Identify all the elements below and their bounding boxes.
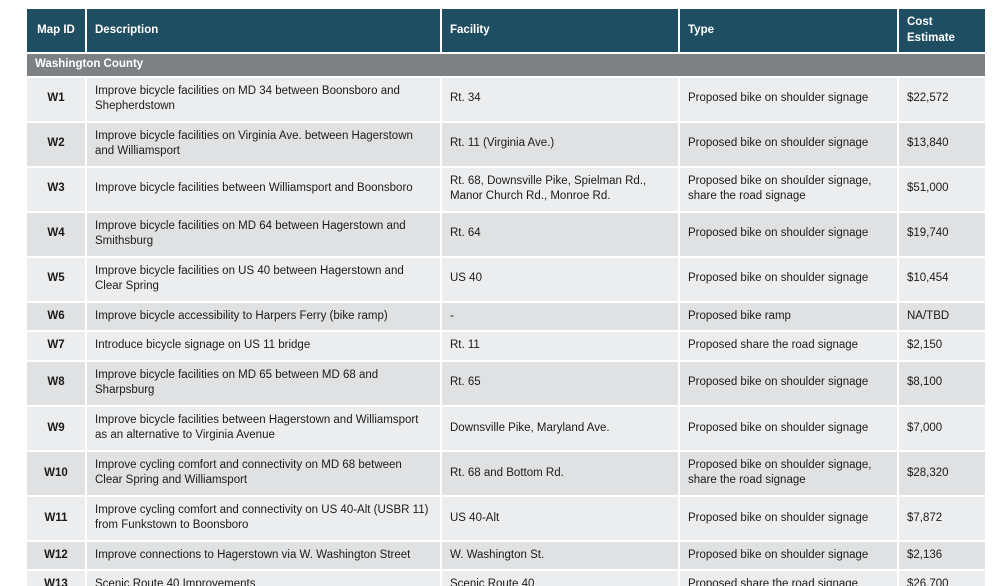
table-row: W10 Improve cycling comfort and connectiv… (25, 449, 987, 497)
cell-type: Proposed bike on shoulder signage (678, 255, 899, 303)
cell-type: Proposed bike on shoulder signage (678, 359, 899, 407)
cell-facility: Rt. 68, Downsville Pike, Spielman Rd., M… (440, 165, 680, 213)
table-row: W9 Improve bicycle facilities between Hag… (25, 404, 987, 452)
cell-map-id: W4 (25, 210, 87, 258)
cell-cost: $28,320 (897, 449, 987, 497)
cell-cost: $26,700 (897, 569, 987, 586)
section-label: Washington County (25, 52, 987, 78)
cell-type: Proposed bike on shoulder signage (678, 75, 899, 123)
cell-type: Proposed bike on shoulder signage (678, 210, 899, 258)
cell-facility: - (440, 300, 680, 333)
cell-description: Improve bicycle facilities between Hager… (85, 404, 442, 452)
cell-description: Improve cycling comfort and connectivity… (85, 494, 442, 542)
table-row: W8 Improve bicycle facilities on MD 65 be… (25, 359, 987, 407)
cell-facility: Downsville Pike, Maryland Ave. (440, 404, 680, 452)
cell-type: Proposed bike on shoulder signage, share… (678, 449, 899, 497)
col-header-type: Type (678, 6, 899, 55)
cell-type: Proposed bike on shoulder signage (678, 120, 899, 168)
cell-type: Proposed bike ramp (678, 300, 899, 333)
table-row: W13 Scenic Route 40 Improvements Scenic Ro… (25, 569, 987, 586)
cell-map-id: W2 (25, 120, 87, 168)
cell-cost: $10,454 (897, 255, 987, 303)
cell-description: Improve bicycle facilities on US 40 betw… (85, 255, 442, 303)
cell-cost: $7,000 (897, 404, 987, 452)
cell-type: Proposed share the road signage (678, 569, 899, 586)
cell-map-id: W5 (25, 255, 87, 303)
col-header-facility: Facility (440, 6, 680, 55)
cell-facility: Rt. 65 (440, 359, 680, 407)
cell-map-id: W11 (25, 494, 87, 542)
section-header-group: Washington County (25, 52, 987, 78)
cell-cost: $19,740 (897, 210, 987, 258)
cell-map-id: W1 (25, 75, 87, 123)
table-row: W1 Improve bicycle facilities on MD 34 be… (25, 75, 987, 123)
section-row: Washington County (25, 52, 987, 78)
table-header: Map ID Description Facility Type Cost Es… (25, 6, 987, 55)
cell-description: Improve bicycle accessibility to Harpers… (85, 300, 442, 333)
table-row: W5 Improve bicycle facilities on US 40 be… (25, 255, 987, 303)
cell-cost: $13,840 (897, 120, 987, 168)
cell-description: Improve connections to Hagerstown via W.… (85, 539, 442, 572)
cell-description: Improve bicycle facilities on MD 65 betw… (85, 359, 442, 407)
bike-projects-table: Map ID Description Facility Type Cost Es… (25, 6, 987, 586)
table-row: W7 Introduce bicycle signage on US 11 bri… (25, 330, 987, 362)
cell-map-id: W9 (25, 404, 87, 452)
cell-facility: US 40 (440, 255, 680, 303)
cell-description: Improve bicycle facilities between Willi… (85, 165, 442, 213)
cell-cost: $2,136 (897, 539, 987, 572)
cell-cost: $22,572 (897, 75, 987, 123)
cell-cost: $2,150 (897, 330, 987, 362)
table-row: W12 Improve connections to Hagerstown via… (25, 539, 987, 572)
cell-facility: Rt. 11 (Virginia Ave.) (440, 120, 680, 168)
cell-description: Improve cycling comfort and connectivity… (85, 449, 442, 497)
cell-facility: Rt. 68 and Bottom Rd. (440, 449, 680, 497)
cell-facility: W. Washington St. (440, 539, 680, 572)
cell-type: Proposed bike on shoulder signage (678, 404, 899, 452)
cell-cost: NA/TBD (897, 300, 987, 333)
cell-map-id: W12 (25, 539, 87, 572)
cell-facility: Rt. 11 (440, 330, 680, 362)
cell-facility: Rt. 64 (440, 210, 680, 258)
cell-description: Scenic Route 40 Improvements (85, 569, 442, 586)
cell-map-id: W8 (25, 359, 87, 407)
cell-map-id: W3 (25, 165, 87, 213)
cell-description: Improve bicycle facilities on MD 34 betw… (85, 75, 442, 123)
cell-description: Improve bicycle facilities on MD 64 betw… (85, 210, 442, 258)
cell-facility: Rt. 34 (440, 75, 680, 123)
cell-facility: US 40-Alt (440, 494, 680, 542)
cell-map-id: W10 (25, 449, 87, 497)
table-row: W11 Improve cycling comfort and connectiv… (25, 494, 987, 542)
cell-type: Proposed bike on shoulder signage, share… (678, 165, 899, 213)
table-rows: W1 Improve bicycle facilities on MD 34 be… (25, 75, 987, 586)
table-row: W6 Improve bicycle accessibility to Harpe… (25, 300, 987, 333)
cell-description: Improve bicycle facilities on Virginia A… (85, 120, 442, 168)
cell-cost: $7,872 (897, 494, 987, 542)
cell-cost: $51,000 (897, 165, 987, 213)
cell-map-id: W7 (25, 330, 87, 362)
cell-map-id: W13 (25, 569, 87, 586)
col-header-cost-estimate: Cost Estimate (897, 6, 987, 55)
cell-type: Proposed bike on shoulder signage (678, 539, 899, 572)
table-row: W4 Improve bicycle facilities on MD 64 be… (25, 210, 987, 258)
cell-cost: $8,100 (897, 359, 987, 407)
col-header-description: Description (85, 6, 442, 55)
cell-facility: Scenic Route 40 (440, 569, 680, 586)
cell-map-id: W6 (25, 300, 87, 333)
header-row: Map ID Description Facility Type Cost Es… (25, 6, 987, 55)
table-row: W2 Improve bicycle facilities on Virginia… (25, 120, 987, 168)
col-header-map-id: Map ID (25, 6, 87, 55)
cell-type: Proposed share the road signage (678, 330, 899, 362)
cell-description: Introduce bicycle signage on US 11 bridg… (85, 330, 442, 362)
table-row: W3 Improve bicycle facilities between Wil… (25, 165, 987, 213)
cell-type: Proposed bike on shoulder signage (678, 494, 899, 542)
